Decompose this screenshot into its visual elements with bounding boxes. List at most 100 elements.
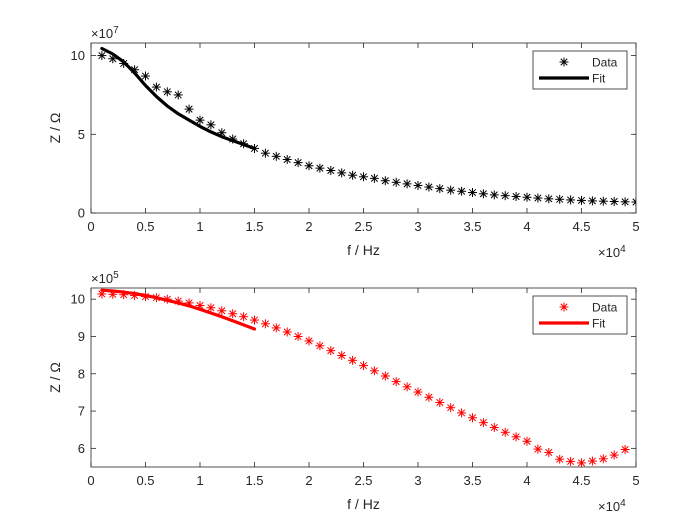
x-tick-label: 4 bbox=[523, 219, 530, 234]
data-point bbox=[282, 327, 292, 337]
y-tick-label: 0 bbox=[78, 206, 85, 221]
data-point bbox=[500, 427, 510, 437]
data-point bbox=[587, 456, 597, 466]
data-point bbox=[217, 306, 227, 316]
data-point bbox=[533, 193, 543, 203]
x-tick-label: 2 bbox=[305, 473, 312, 488]
legend-box bbox=[532, 295, 628, 335]
data-point bbox=[369, 366, 379, 376]
x-exponent-power: 4 bbox=[620, 498, 626, 509]
data-point bbox=[402, 382, 412, 392]
data-point bbox=[239, 312, 249, 322]
y-axis-label: Z / Ω bbox=[47, 362, 63, 393]
x-tick-label: 0 bbox=[87, 219, 94, 234]
y-tick-label: 9 bbox=[78, 329, 85, 344]
data-point bbox=[413, 387, 423, 397]
legend: Data Fit bbox=[532, 50, 628, 90]
x-tick-label: 0 bbox=[87, 473, 94, 488]
y-tick-label: 6 bbox=[78, 441, 85, 456]
data-point bbox=[598, 196, 608, 206]
data-point bbox=[162, 87, 172, 97]
data-point bbox=[424, 182, 434, 192]
data-point bbox=[435, 397, 445, 407]
plot-marks bbox=[97, 46, 636, 207]
y-exponent-label: ×107 bbox=[91, 25, 119, 41]
data-point bbox=[369, 173, 379, 183]
legend-asterisk-symbol bbox=[559, 57, 569, 67]
data-point bbox=[380, 371, 390, 381]
data-point bbox=[577, 195, 586, 205]
data-point bbox=[587, 196, 597, 206]
data-point bbox=[457, 186, 467, 196]
data-point bbox=[424, 392, 434, 402]
data-point bbox=[260, 148, 270, 158]
data-point bbox=[304, 161, 314, 171]
x-axis-label: f / Hz bbox=[347, 242, 380, 258]
chart-panel-2: 0 0.5 1 1.5 2 2.5 3 3.5 4 4.5 5 6 7 8 9 10 ×105 ×104 f / H… bbox=[47, 270, 640, 514]
plot-marks bbox=[97, 288, 630, 467]
data-point bbox=[533, 444, 543, 454]
data-point bbox=[348, 355, 358, 365]
x-tick-label: 5 bbox=[632, 219, 639, 234]
x-exponent-label: ×104 bbox=[598, 498, 626, 514]
data-point bbox=[577, 458, 586, 467]
data-point bbox=[282, 154, 292, 164]
data-point bbox=[206, 120, 216, 130]
data-point bbox=[566, 195, 576, 205]
data-point bbox=[337, 350, 347, 360]
legend-box bbox=[532, 50, 628, 90]
x-tick-label: 1 bbox=[196, 219, 203, 234]
legend-label: Fit bbox=[592, 72, 606, 86]
data-point bbox=[315, 163, 325, 173]
data-point bbox=[359, 172, 368, 182]
x-tick-label: 3 bbox=[414, 219, 421, 234]
x-tick-label: 1 bbox=[196, 473, 203, 488]
data-point bbox=[271, 151, 281, 161]
y-tick-label: 10 bbox=[71, 48, 85, 63]
data-point bbox=[250, 315, 259, 325]
data-point bbox=[293, 158, 303, 168]
x-tick-label: 5 bbox=[632, 473, 639, 488]
data-point bbox=[293, 331, 303, 341]
data-point bbox=[511, 191, 521, 201]
data-point bbox=[544, 447, 554, 457]
data-point bbox=[413, 180, 423, 190]
y-tick-label: 5 bbox=[78, 127, 85, 142]
legend-label: Data bbox=[592, 301, 618, 315]
y-exponent-power: 5 bbox=[113, 270, 119, 281]
data-point bbox=[184, 104, 194, 114]
x-tick-label: 4.5 bbox=[572, 219, 590, 234]
data-point bbox=[260, 319, 270, 329]
data-point bbox=[97, 51, 107, 61]
data-point bbox=[271, 323, 281, 333]
fit-line bbox=[100, 288, 257, 331]
data-point bbox=[522, 436, 532, 446]
data-point bbox=[478, 189, 488, 199]
data-point bbox=[228, 309, 238, 319]
data-point bbox=[468, 188, 477, 198]
data-point bbox=[457, 408, 467, 418]
x-tick-label: 2.5 bbox=[354, 219, 372, 234]
data-point bbox=[511, 432, 521, 442]
data-point bbox=[380, 176, 390, 186]
y-axis-label: Z / Ω bbox=[47, 113, 63, 144]
y-tick-label: 8 bbox=[78, 366, 85, 381]
data-point bbox=[391, 377, 401, 387]
y-exponent-power: 7 bbox=[113, 25, 119, 36]
data-point bbox=[489, 190, 499, 200]
data-point bbox=[631, 197, 636, 207]
data-point bbox=[478, 418, 488, 428]
legend-label: Data bbox=[592, 56, 618, 70]
x-exponent-label: ×104 bbox=[598, 244, 626, 260]
legend-asterisk-symbol bbox=[559, 302, 569, 312]
x-tick-label: 4 bbox=[523, 473, 530, 488]
x-tick-label: 3.5 bbox=[463, 473, 481, 488]
data-point bbox=[337, 168, 347, 178]
data-point bbox=[173, 90, 183, 100]
x-tick-label: 0.5 bbox=[136, 473, 154, 488]
fit-line bbox=[100, 46, 257, 151]
y-tick-label: 7 bbox=[78, 404, 85, 419]
data-point bbox=[206, 303, 216, 313]
x-tick-label: 2 bbox=[305, 219, 312, 234]
